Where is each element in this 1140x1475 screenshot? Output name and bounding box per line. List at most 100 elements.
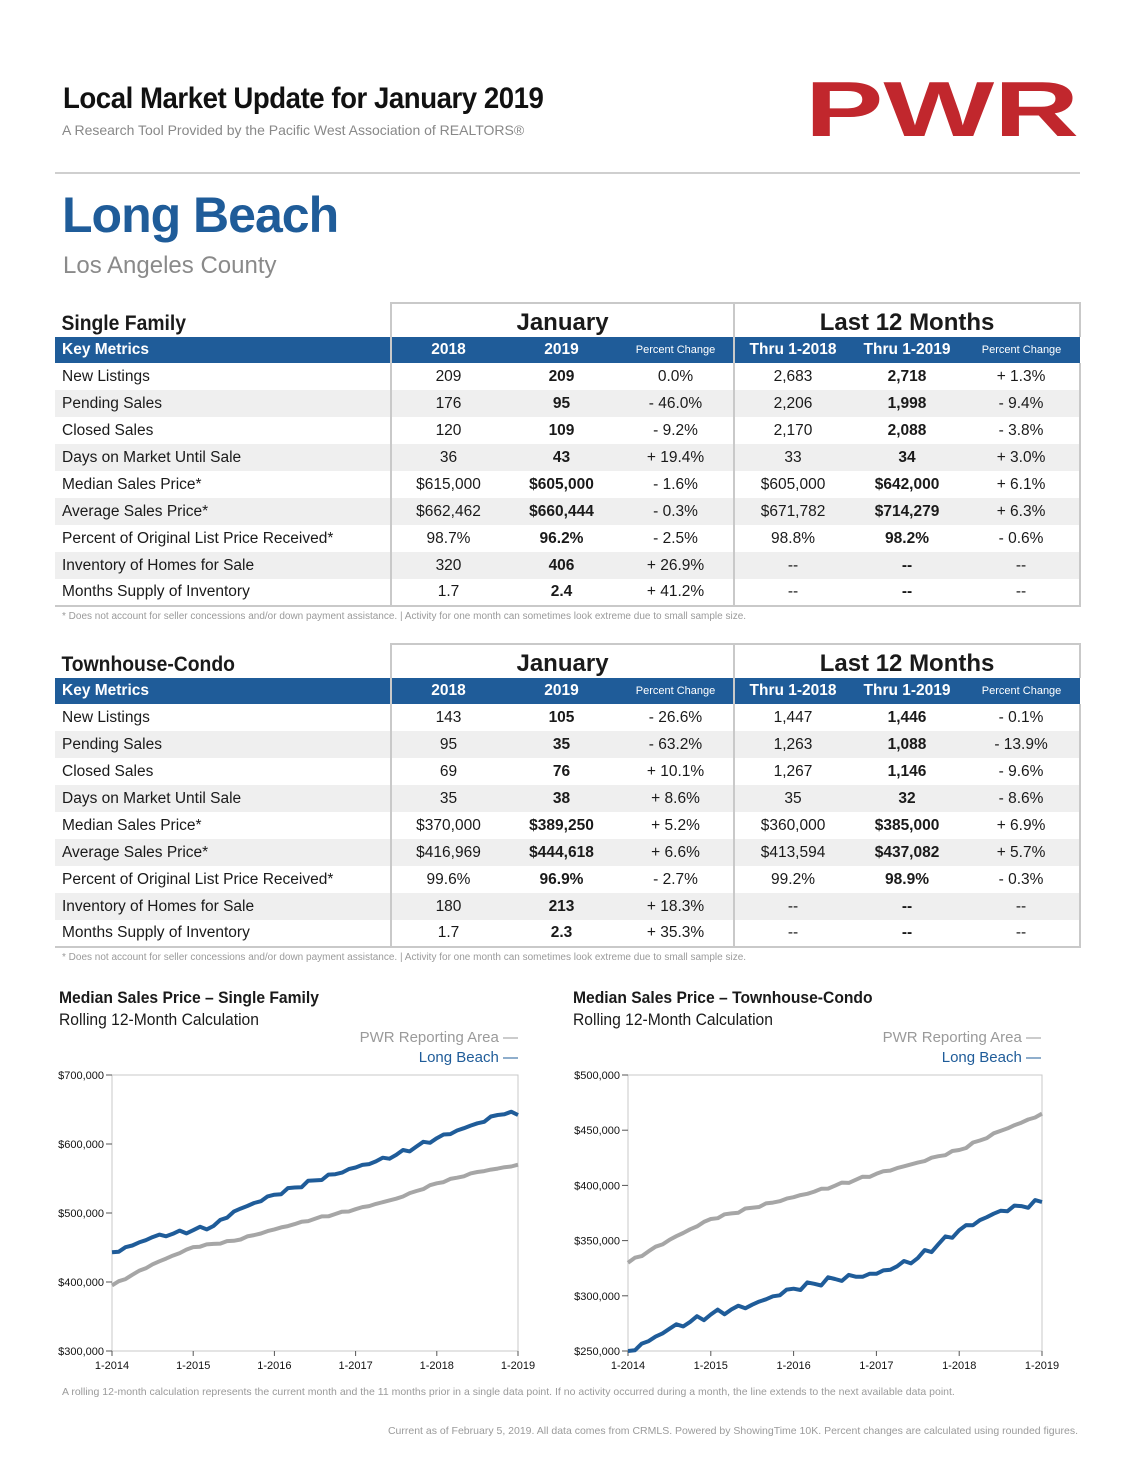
value-thru-2018: 2,170 [733, 417, 852, 444]
value-jan-2019: 2.3 [505, 920, 618, 948]
value-thru-2018: 1,267 [733, 758, 852, 785]
x-tick-label: 1-2015 [694, 1360, 728, 1372]
y-tick-label: $500,000 [574, 1070, 620, 1082]
value-jan-2019: 406 [505, 552, 618, 579]
value-jan-2018: 176 [390, 390, 505, 417]
value-12mo-percent-change: + 1.3% [963, 363, 1082, 390]
value-jan-percent-change: + 19.4% [618, 444, 735, 471]
y-tick-label: $300,000 [58, 1346, 104, 1358]
table-row: Closed Sales 69 76 + 10.1% 1,267 1,146 - 9.6% [55, 758, 1082, 785]
col-thru-2019: Thru 1-2019 [851, 337, 964, 363]
metric-label: Average Sales Price* [55, 839, 391, 866]
value-jan-percent-change: + 6.6% [618, 839, 735, 866]
value-thru-2018: -- [733, 920, 852, 948]
value-thru-2018: $671,782 [733, 498, 852, 525]
value-thru-2019: -- [851, 893, 964, 920]
value-thru-2019: $714,279 [851, 498, 964, 525]
chart-subtitle: Rolling 12-Month Calculation [59, 1010, 259, 1029]
value-jan-2018: 99.6% [390, 866, 505, 893]
y-tick-label: $450,000 [574, 1125, 620, 1137]
value-jan-2018: $370,000 [390, 812, 505, 839]
chart-legend: PWR Reporting Area — Long Beach — [820, 1029, 1041, 1066]
y-tick-label: $400,000 [574, 1180, 620, 1192]
value-thru-2018: $360,000 [733, 812, 852, 839]
logo-text: PWR [805, 74, 1079, 140]
value-12mo-percent-change: - 0.3% [963, 866, 1082, 893]
metric-label: Pending Sales [55, 731, 391, 758]
value-12mo-percent-change: -- [963, 920, 1082, 948]
value-jan-percent-change: - 2.5% [653, 529, 698, 547]
footnote: * Does not account for seller concession… [62, 611, 747, 622]
value-jan-2019: $389,250 [529, 816, 594, 834]
value-thru-2018: 2,683 [733, 363, 852, 390]
value-jan-2018: 143 [390, 704, 505, 731]
value-jan-2018: 180 [390, 893, 505, 920]
value-jan-2019: 76 [552, 762, 571, 780]
value-jan-percent-change: - 9.2% [653, 421, 698, 439]
x-tick-label: 1-2019 [501, 1360, 535, 1372]
table-row: Median Sales Price* $615,000 $605,000 - 1.6… [55, 471, 1082, 498]
value-jan-2019: 96.9% [539, 870, 584, 888]
value-thru-2018: 33 [733, 444, 852, 471]
value-jan-percent-change: - 26.6% [648, 708, 703, 726]
value-jan-2019: $605,000 [529, 475, 594, 493]
chart-title-townhouse-condo: Median Sales Price – Townhouse-Condo [573, 988, 873, 1007]
chart-title-single-family: Median Sales Price – Single Family [59, 988, 319, 1007]
pwr-logo: PWR [805, 74, 1079, 140]
value-thru-2019: 98.9% [885, 870, 929, 888]
value-jan-percent-change: - 1.6% [653, 475, 698, 493]
x-tick-label: 1-2014 [611, 1360, 645, 1372]
value-12mo-percent-change: - 0.6% [963, 525, 1082, 552]
value-jan-2018: 69 [390, 758, 505, 785]
legend-pwr-reporting-area: PWR Reporting Area — [359, 1029, 518, 1046]
x-tick-label: 1-2016 [776, 1360, 810, 1372]
report-subtitle: A Research Tool Provided by the Pacific … [62, 122, 525, 138]
metric-label: Closed Sales [62, 762, 154, 780]
value-jan-percent-change: 0.0% [657, 367, 694, 385]
value-12mo-percent-change: - 0.1% [963, 704, 1082, 731]
y-tick-label: $500,000 [58, 1208, 104, 1220]
value-jan-2019: 43 [505, 444, 618, 471]
table-row: New Listings 143 105 - 26.6% 1,447 1,446 - 0.1… [55, 704, 1082, 731]
value-thru-2019: 1,998 [851, 390, 964, 417]
group-january: January [389, 302, 736, 337]
metric-label: Percent of Original List Price Received* [62, 529, 334, 547]
value-12mo-percent-change: - 9.4% [963, 390, 1082, 417]
col-percent-change: Percent Change [618, 678, 735, 704]
metric-label: Months Supply of Inventory [55, 920, 391, 948]
plot-area [627, 1074, 1043, 1352]
y-tick-label: $400,000 [58, 1277, 104, 1289]
value-jan-2018: 95 [390, 731, 505, 758]
value-jan-2018: $662,462 [390, 498, 505, 525]
value-thru-2019: 2,088 [887, 421, 927, 439]
x-tick-label: 1-2015 [176, 1360, 210, 1372]
metric-label: Closed Sales [62, 421, 154, 439]
col-thru-2018: Thru 1-2018 [733, 337, 852, 363]
col-2019: 2019 [505, 678, 618, 704]
section-title: Townhouse-Condo [61, 653, 235, 676]
value-12mo-percent-change: + 6.1% [963, 471, 1082, 498]
value-jan-percent-change: - 46.0% [618, 390, 735, 417]
metric-label: Inventory of Homes for Sale [55, 552, 391, 579]
source-note: Current as of February 5, 2019. All data… [387, 1425, 1078, 1437]
col-2018: 2018 [390, 337, 505, 363]
value-thru-2019: 1,446 [887, 708, 927, 726]
value-jan-percent-change: + 18.3% [618, 893, 735, 920]
value-thru-2018: 35 [733, 785, 852, 812]
value-jan-2018: 98.7% [390, 525, 505, 552]
chart-single-family: $700,000 $600,000 $500,000 $400,000 $300,000… [58, 1070, 535, 1372]
table-row: Inventory of Homes for Sale 320 406 + 26.9%… [55, 552, 1082, 579]
metric-label: Average Sales Price* [55, 498, 391, 525]
value-jan-2018: 35 [390, 785, 505, 812]
value-12mo-percent-change: - 9.6% [963, 758, 1082, 785]
col-percent-change: Percent Change [963, 337, 1081, 363]
value-thru-2019: 34 [851, 444, 964, 471]
report-title: Local Market Update for January 2019 [63, 82, 544, 115]
footnote: * Does not account for seller concession… [62, 952, 747, 963]
value-12mo-percent-change: - 13.9% [963, 731, 1082, 758]
value-thru-2018: 2,206 [733, 390, 852, 417]
city-name: Long Beach [62, 187, 339, 243]
table-row: New Listings 209 209 0.0% 2,683 2,718 + 1.3% [55, 363, 1082, 390]
value-jan-2018: 120 [390, 417, 505, 444]
value-jan-percent-change: + 10.1% [646, 762, 705, 780]
